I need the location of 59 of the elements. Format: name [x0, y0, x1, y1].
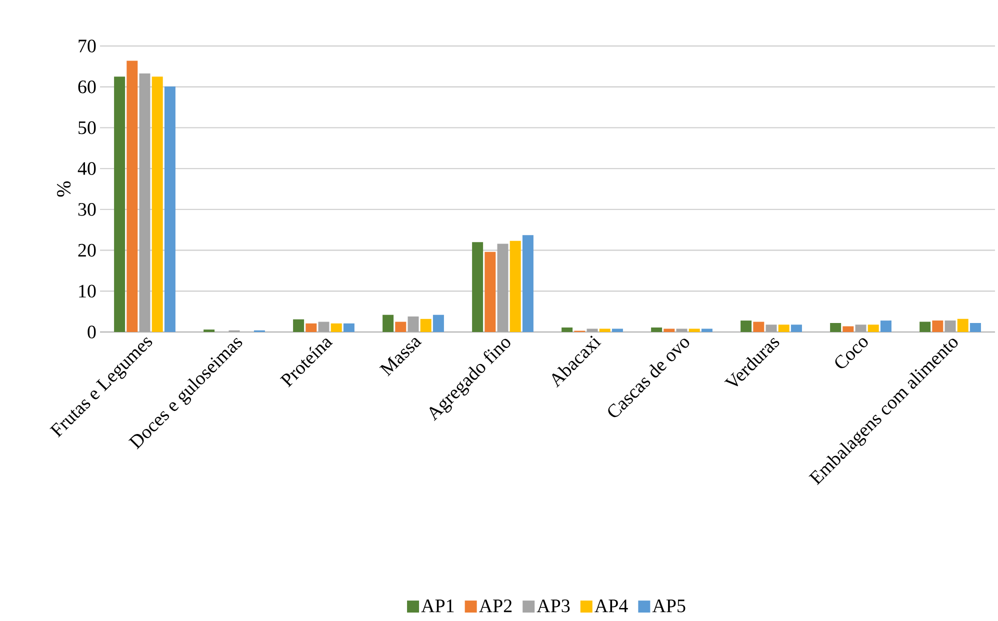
y-tick-label: 0: [88, 326, 96, 338]
bar: [586, 328, 598, 332]
bar: [920, 322, 931, 332]
y-tick-label: 40: [78, 162, 96, 175]
legend-label: AP5: [652, 600, 686, 612]
bar: [522, 235, 534, 332]
y-tick-label: 60: [78, 80, 96, 94]
bar: [306, 323, 317, 332]
y-tick-label: 30: [78, 203, 96, 216]
bar: [330, 323, 342, 332]
bar: [688, 328, 700, 332]
bar: [484, 252, 496, 332]
bar: [753, 322, 764, 332]
bar: [114, 76, 126, 332]
bar: [497, 244, 508, 332]
bar: [408, 316, 419, 332]
bar: [612, 328, 623, 332]
bar: [932, 320, 944, 332]
legend-label: AP2: [479, 600, 512, 612]
y-axis-title: %: [57, 181, 71, 197]
bar: [664, 328, 675, 332]
bar: [293, 319, 304, 332]
y-tick-label: 20: [78, 244, 96, 257]
bar: [880, 320, 892, 332]
bar: [599, 328, 610, 332]
bar: [472, 242, 484, 332]
bar: [432, 314, 444, 332]
bar: [790, 324, 802, 332]
bar: [957, 318, 968, 332]
bar: [778, 324, 790, 332]
y-tick-label: 70: [78, 40, 96, 52]
y-tick-label: 50: [78, 121, 96, 134]
bar: [830, 323, 842, 332]
bar: [855, 324, 866, 332]
bar: [152, 76, 163, 332]
bar: [164, 86, 176, 332]
legend-label: AP3: [536, 600, 570, 612]
legend-label: AP1: [421, 600, 454, 612]
bar: [868, 324, 879, 332]
x-tick-label: Coco: [835, 338, 868, 368]
bar: [701, 328, 712, 332]
bar: [510, 240, 521, 332]
bar: [970, 323, 981, 332]
bar: [766, 324, 777, 332]
bar: [944, 320, 956, 332]
bar: [318, 322, 330, 332]
bar: [740, 320, 752, 332]
bar: [139, 73, 150, 332]
bar: [126, 60, 138, 332]
bar: [562, 328, 573, 332]
bar: [382, 314, 394, 332]
y-tick-label: 10: [79, 284, 96, 298]
legend-label: AP4: [594, 600, 628, 612]
bar: [842, 326, 854, 332]
bar: [676, 328, 688, 332]
bar: [395, 322, 406, 332]
bar: [651, 328, 662, 332]
bar: [343, 323, 354, 332]
bar: [420, 318, 432, 332]
